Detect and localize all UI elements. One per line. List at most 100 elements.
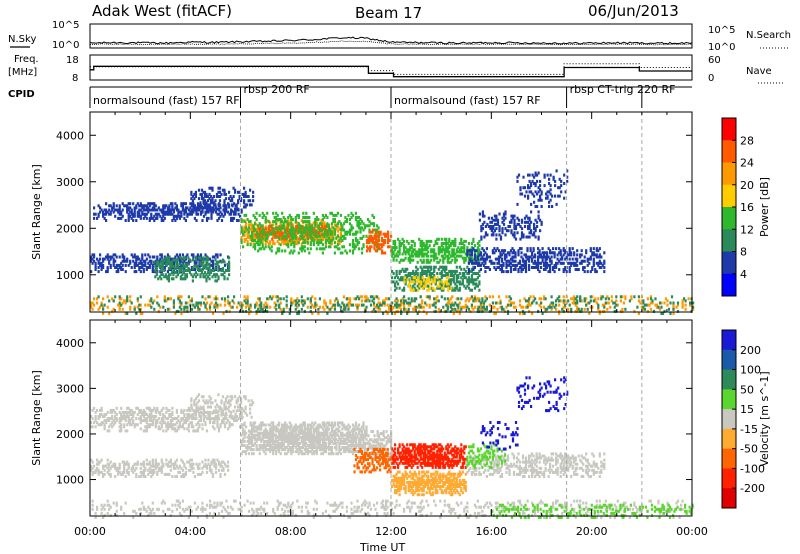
power-cell [206, 256, 210, 260]
power-cell [135, 263, 138, 267]
power-cell [163, 299, 166, 303]
power-cell [278, 303, 281, 307]
power-cell [102, 297, 105, 301]
power-cell [646, 297, 649, 301]
power-cell [172, 264, 175, 268]
power-cell [171, 212, 174, 216]
power-cell [115, 204, 118, 208]
power-cell [525, 190, 528, 194]
power-cell [478, 212, 481, 216]
power-cell [211, 210, 215, 214]
power-cell [154, 275, 157, 279]
power-cell [127, 216, 130, 220]
power-cell [267, 233, 270, 237]
power-cell [145, 268, 148, 271]
power-cell [220, 297, 224, 301]
power-cell [539, 184, 542, 188]
power-cell [371, 228, 375, 232]
power-cell [139, 261, 142, 265]
power-cell [360, 251, 364, 255]
power-cell [112, 257, 115, 261]
power-cell [417, 288, 420, 292]
power-cell [124, 219, 127, 222]
power-cell [168, 210, 171, 214]
power-cell [263, 228, 266, 232]
power-cell [136, 255, 139, 259]
power-cell [528, 173, 531, 177]
power-cell [223, 212, 227, 216]
power-cell [388, 297, 391, 301]
power-cell [216, 255, 219, 259]
power-cell [171, 206, 174, 210]
power-cell [228, 262, 231, 266]
power-cell [297, 303, 300, 307]
power-cell [323, 223, 326, 227]
power-cell [161, 266, 164, 270]
power-cell [163, 269, 166, 272]
power-cell [261, 224, 264, 228]
power-cell [139, 259, 142, 263]
power-cell [130, 266, 133, 269]
power-cell [179, 256, 182, 260]
power-cell [446, 297, 449, 301]
power-cell [451, 258, 454, 262]
power-cell [276, 225, 279, 229]
power-cell [227, 295, 230, 299]
beam-title: Beam 17 [355, 4, 422, 22]
power-cell [218, 199, 222, 203]
power-cell [99, 263, 102, 267]
power-cell [539, 179, 542, 183]
power-cell [246, 231, 249, 235]
power-cell [151, 270, 154, 274]
power-cell [224, 207, 228, 211]
power-cell [129, 202, 132, 206]
power-cell [103, 208, 106, 212]
power-cell [302, 233, 305, 237]
power-cell [200, 271, 204, 275]
power-cell [312, 239, 315, 242]
power-cell [516, 231, 519, 235]
power-cell [199, 201, 202, 205]
power-cell [220, 212, 224, 216]
power-cell [315, 238, 318, 241]
power-cell [521, 305, 525, 309]
power-cell [336, 229, 339, 233]
power-cell [147, 210, 150, 214]
power-cell [118, 206, 121, 210]
power-cell [284, 249, 287, 253]
power-cell [266, 240, 269, 244]
power-cell [505, 295, 508, 299]
power-cell [549, 184, 552, 188]
power-cell [558, 295, 561, 299]
power-cell [211, 275, 214, 279]
power-cell [447, 286, 450, 290]
power-cell [174, 206, 177, 210]
power-cell [478, 274, 481, 278]
power-cell [597, 303, 600, 307]
power-cell [204, 206, 207, 210]
power-cell [267, 242, 270, 246]
power-cell [167, 260, 170, 264]
power-cell [117, 216, 120, 220]
power-cell [481, 227, 484, 231]
power-cell [265, 227, 268, 231]
power-cell [99, 261, 102, 265]
power-cell [90, 270, 93, 274]
velocity-cell [154, 415, 157, 418]
power-cell [420, 280, 423, 284]
power-cell [240, 208, 243, 212]
power-cell [233, 216, 236, 220]
power-cell [537, 235, 540, 239]
power-cell [106, 270, 109, 274]
power-cell [266, 305, 269, 309]
power-cell [120, 268, 123, 271]
power-cell [506, 303, 510, 307]
power-cell [202, 206, 206, 210]
power-cell [306, 223, 309, 227]
power-cell [112, 299, 115, 303]
power-cell [108, 212, 111, 216]
noise-series [89, 36, 693, 46]
power-cell [169, 273, 172, 277]
